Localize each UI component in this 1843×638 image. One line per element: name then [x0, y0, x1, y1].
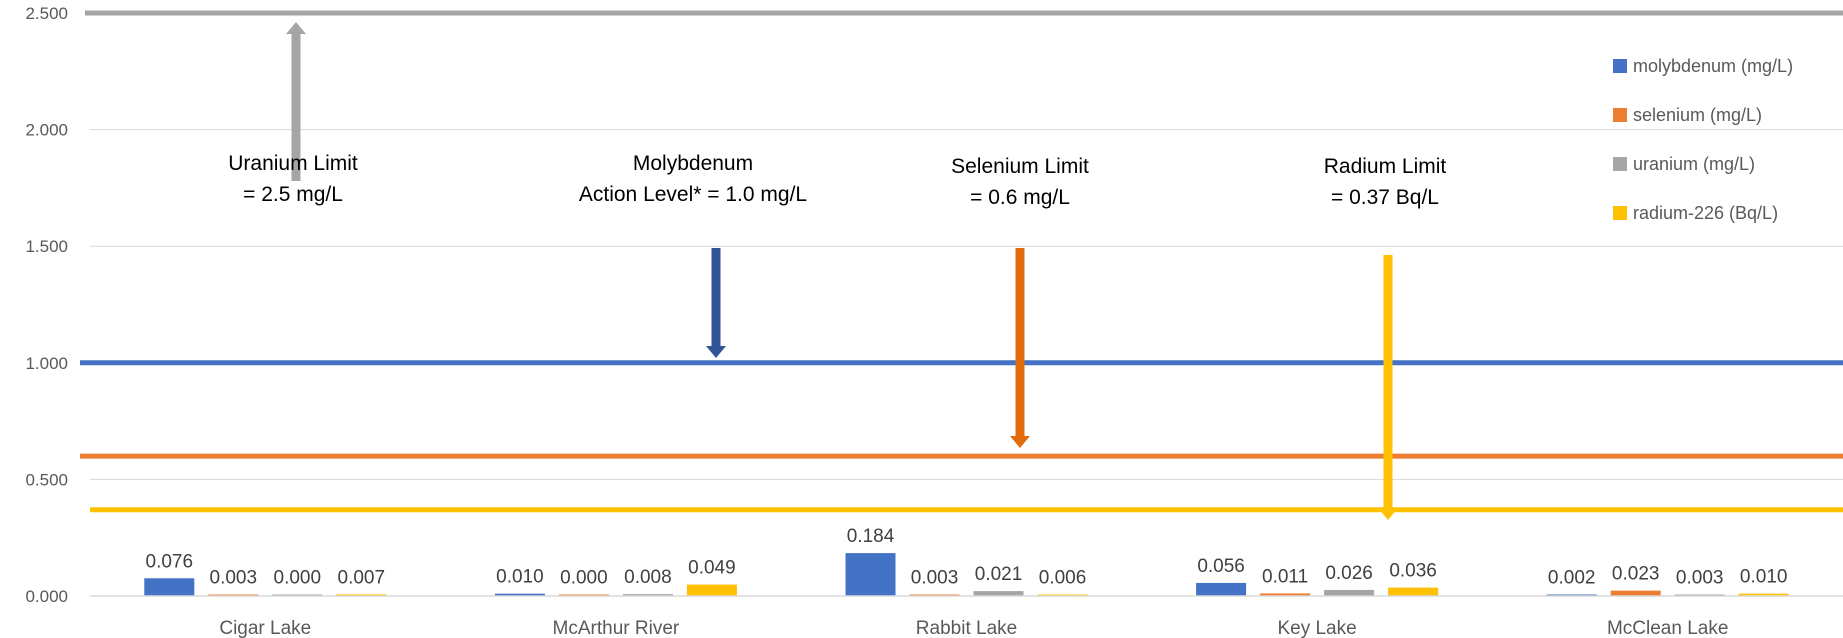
data-label: 0.006 — [1039, 568, 1087, 589]
legend: molybdenum (mg/L) selenium (mg/L) uranium … — [1613, 56, 1793, 223]
gridlines — [90, 12, 1843, 480]
bar — [1610, 590, 1661, 596]
legend-label: molybdenum (mg/L) — [1633, 56, 1793, 76]
bar — [1260, 593, 1311, 596]
data-label: 0.002 — [1548, 568, 1596, 589]
data-label: 0.010 — [1740, 567, 1788, 588]
legend-label: uranium (mg/L) — [1633, 154, 1755, 174]
reference-lines: Uranium Limit = 2.5 mg/L Molybdenum Action … — [80, 10, 1843, 520]
data-label: 0.003 — [911, 568, 959, 589]
data-label: 0.007 — [338, 567, 386, 588]
x-tick-label: McArthur River — [553, 618, 680, 638]
molybdenum-limit-label: Action Level* = 1.0 mg/L — [579, 183, 807, 206]
bar — [494, 593, 545, 596]
bar — [622, 594, 673, 596]
bar — [686, 584, 737, 596]
y-tick-label: 2.500 — [25, 4, 68, 23]
x-tick-label: Key Lake — [1277, 618, 1356, 638]
legend-label: selenium (mg/L) — [1633, 105, 1762, 125]
legend-swatch — [1613, 206, 1627, 220]
bar — [845, 553, 896, 596]
radium-limit-label: Radium Limit — [1324, 155, 1447, 178]
bar — [336, 594, 387, 596]
data-label: 0.021 — [975, 564, 1023, 585]
molybdenum-limit-arrowhead — [706, 346, 726, 358]
data-label: 0.049 — [688, 558, 736, 579]
data-label: 0.003 — [210, 568, 258, 589]
bar — [1324, 589, 1375, 596]
data-label: 0.010 — [496, 567, 544, 588]
data-label: 0.011 — [1262, 566, 1308, 587]
y-tick-label: 2.000 — [25, 121, 68, 140]
uranium-limit-arrowhead — [286, 22, 306, 34]
data-label: 0.056 — [1197, 556, 1245, 577]
y-tick-label: 1.500 — [25, 237, 68, 256]
y-tick-label: 0.500 — [25, 470, 68, 489]
radium-limit-label: = 0.37 Bq/L — [1331, 186, 1439, 209]
y-axis: 0.000 0.500 1.000 1.500 2.000 2.500 — [25, 4, 68, 606]
legend-swatch — [1613, 59, 1627, 73]
selenium-limit-label: = 0.6 mg/L — [970, 186, 1070, 209]
bar — [144, 578, 195, 596]
legend-swatch — [1613, 157, 1627, 171]
legend-label: radium-226 (Bq/L) — [1633, 203, 1778, 223]
data-label: 0.036 — [1389, 561, 1437, 582]
bar — [1388, 587, 1439, 596]
data-label: 0.026 — [1325, 563, 1373, 584]
data-label: 0.023 — [1612, 564, 1660, 585]
data-label: 0.003 — [1676, 568, 1724, 589]
data-label: 0.076 — [146, 551, 194, 572]
bar — [1738, 593, 1789, 596]
radium-limit-arrowhead — [1378, 508, 1398, 520]
x-tick-label: Rabbit Lake — [916, 618, 1017, 638]
data-label: 0.008 — [624, 567, 672, 588]
selenium-limit-label: Selenium Limit — [951, 155, 1089, 178]
data-label: 0.000 — [560, 568, 608, 589]
x-tick-label: McClean Lake — [1607, 618, 1728, 638]
x-axis: Cigar Lake McArthur River Rabbit Lake Key L… — [90, 595, 1843, 638]
legend-swatch — [1613, 108, 1627, 122]
x-tick-label: Cigar Lake — [219, 618, 311, 638]
bar — [1196, 582, 1247, 596]
uranium-limit-label: = 2.5 mg/L — [243, 183, 343, 206]
bars: 0.076 0.003 0.000 0.007 0.010 0.000 0.008 0.049… — [144, 526, 1789, 596]
y-tick-label: 1.000 — [25, 354, 68, 373]
y-tick-label: 0.000 — [25, 587, 68, 606]
bar — [973, 591, 1024, 596]
molybdenum-limit-label: Molybdenum — [633, 152, 753, 175]
uranium-limit-label: Uranium Limit — [228, 152, 358, 175]
data-label: 0.184 — [847, 526, 895, 547]
data-label: 0.000 — [274, 568, 322, 589]
selenium-limit-arrowhead — [1010, 436, 1030, 448]
